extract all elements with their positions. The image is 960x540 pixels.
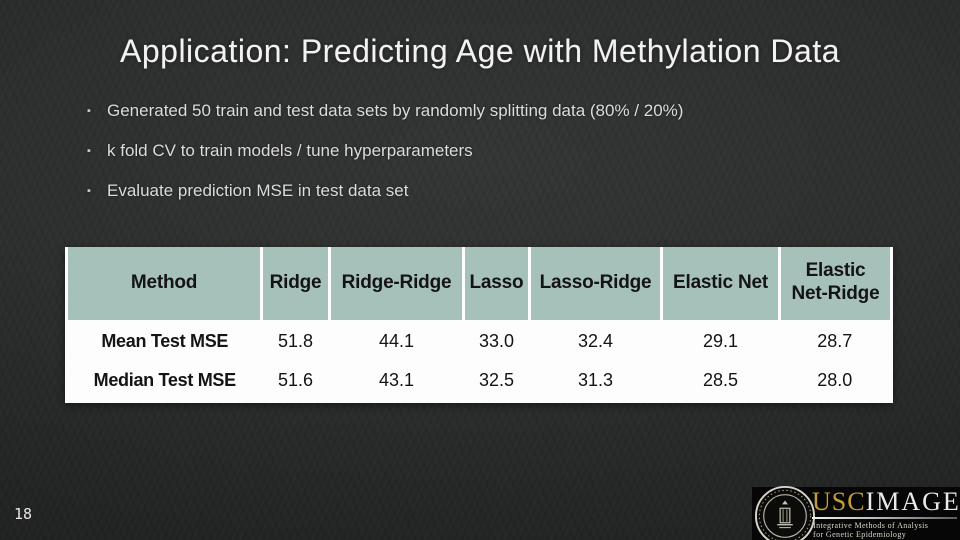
column-header: Lasso-Ridge — [528, 247, 662, 323]
bullet-text: Evaluate prediction MSE in test data set — [107, 181, 409, 200]
column-header: Elastic Net — [660, 247, 780, 323]
bullet-item: ▪ k fold CV to train models / tune hyper… — [87, 141, 905, 161]
bullet-text: Generated 50 train and test data sets by… — [107, 101, 684, 120]
table-cell: 51.6 — [261, 361, 330, 401]
logo-wordmark: USCIMAGE — [812, 487, 960, 517]
logo-tagline: Integrative Methods of Analysis for Gene… — [813, 521, 928, 539]
logo-usc-text: USC — [812, 487, 866, 516]
table-cell: 28.0 — [779, 361, 892, 401]
bullet-dot-icon: ▪ — [87, 185, 91, 197]
results-table-header-row: Method Ridge Ridge-Ridge Lasso Lasso-Ridge El… — [66, 247, 892, 323]
bullet-list: ▪ Generated 50 train and test data sets … — [87, 101, 905, 221]
bullet-text: k fold CV to train models / tune hyperpa… — [107, 141, 473, 160]
table-cell: 43.1 — [329, 361, 464, 401]
slide-title: Application: Predicting Age with Methyla… — [120, 33, 840, 69]
results-table: Method Ridge Ridge-Ridge Lasso Lasso-Ridge El… — [65, 247, 893, 403]
page-number: 18 — [14, 505, 33, 523]
usc-seal-icon — [754, 485, 816, 540]
table-cell: 32.4 — [529, 321, 662, 361]
table-cell: 32.5 — [463, 361, 530, 401]
row-label: Mean Test MSE — [66, 321, 262, 361]
table-cell: 44.1 — [329, 321, 464, 361]
table-cell: 29.1 — [661, 321, 780, 361]
table-cell: 51.8 — [261, 321, 330, 361]
logo-divider — [812, 517, 957, 519]
bullet-dot-icon: ▪ — [87, 105, 91, 117]
column-header: Ridge-Ridge — [328, 247, 464, 323]
table-cell: 33.0 — [463, 321, 530, 361]
column-header: Elastic Net-Ridge — [778, 247, 892, 323]
logo-image-text: IMAGE — [865, 487, 960, 516]
logo-tagline-line2: for Genetic Epidemiology — [813, 530, 907, 539]
table-row: Mean Test MSE 51.8 44.1 33.0 32.4 29.1 28.7 — [66, 321, 892, 361]
column-header: Method — [66, 247, 262, 323]
column-header: Lasso — [462, 247, 530, 323]
table-cell: 28.5 — [661, 361, 780, 401]
bullet-dot-icon: ▪ — [87, 145, 91, 157]
bullet-item: ▪ Generated 50 train and test data sets … — [87, 101, 905, 121]
row-label: Median Test MSE — [66, 361, 262, 401]
table-cell: 31.3 — [529, 361, 662, 401]
table-cell: 28.7 — [779, 321, 892, 361]
results-table-body: Mean Test MSE 51.8 44.1 33.0 32.4 29.1 28.7 Med… — [66, 321, 892, 401]
bullet-item: ▪ Evaluate prediction MSE in test data s… — [87, 181, 905, 201]
usc-image-logo: USCIMAGE Integrative Methods of Analysis… — [752, 485, 960, 540]
column-header: Ridge — [260, 247, 330, 323]
table-row: Median Test MSE 51.6 43.1 32.5 31.3 28.5 28.0 — [66, 361, 892, 401]
logo-tagline-line1: Integrative Methods of Analysis — [813, 521, 929, 530]
